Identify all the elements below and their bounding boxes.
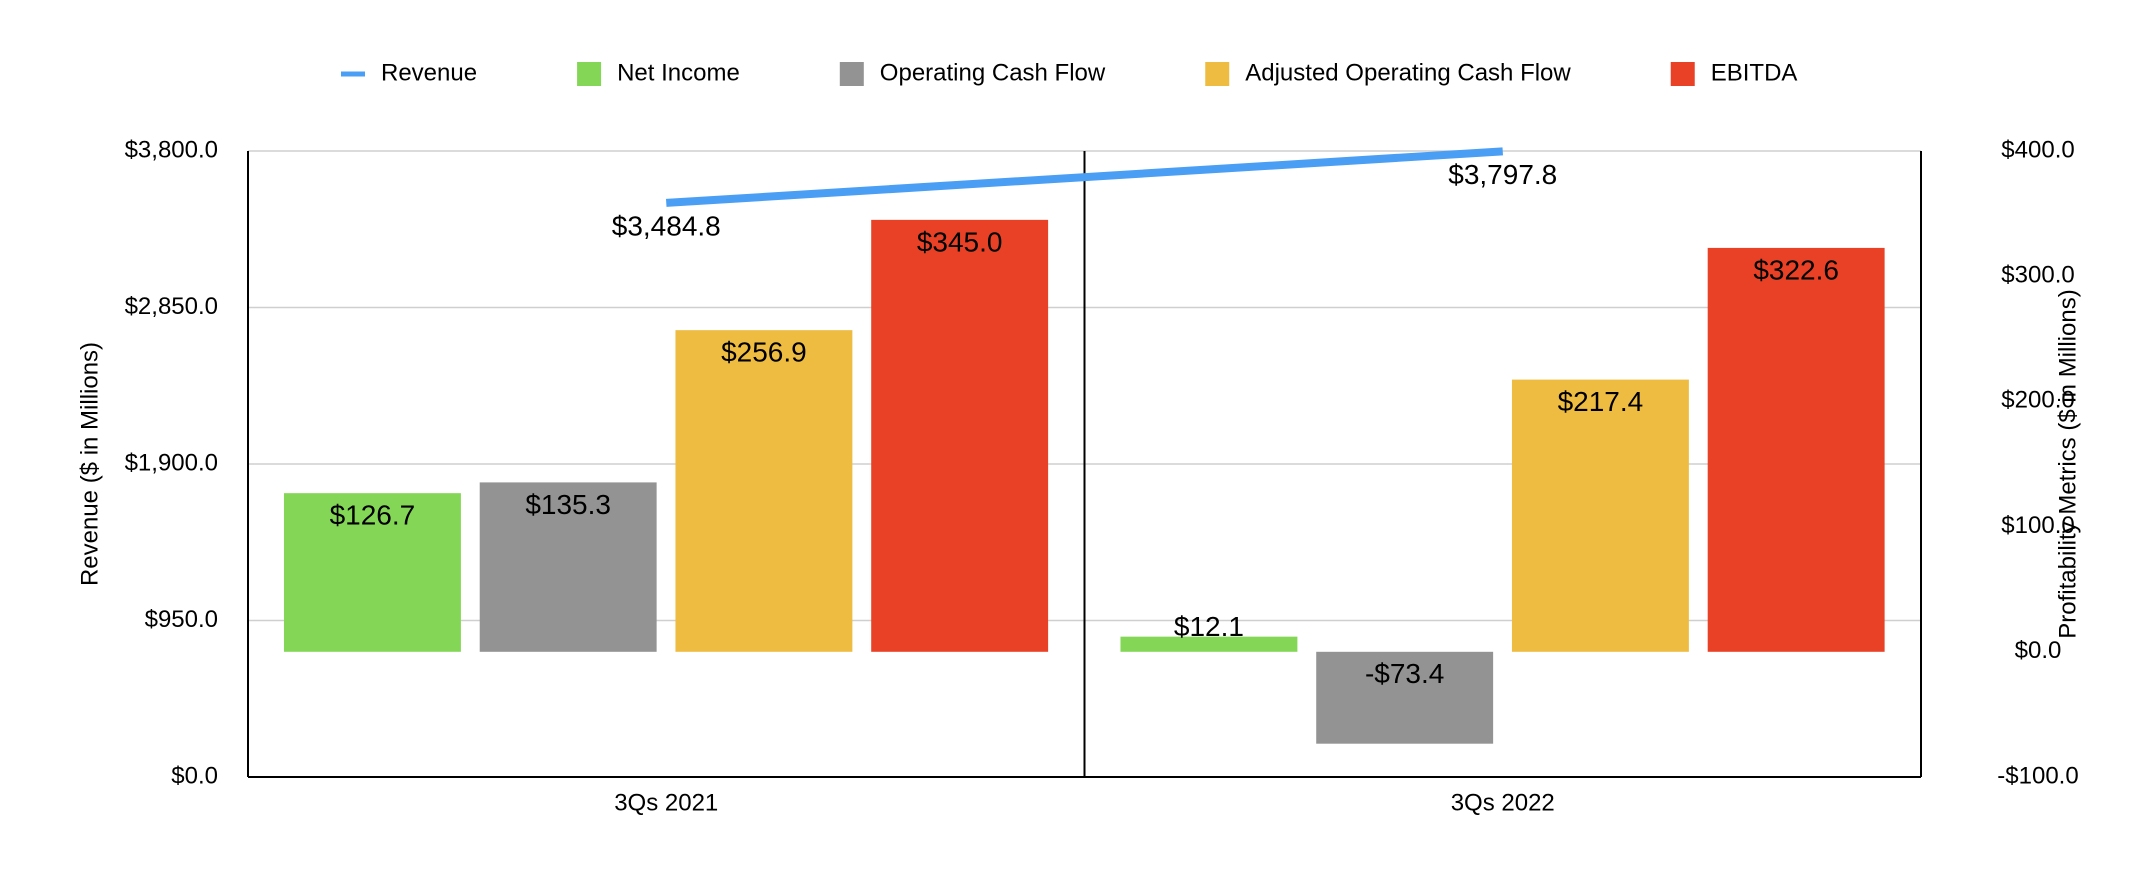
data-label: $322.6: [1753, 254, 1839, 285]
y-tick-label: $2,850.0: [125, 293, 218, 320]
y2-tick-label: $200.0: [2001, 387, 2074, 414]
data-label: $3,484.8: [612, 210, 721, 241]
bar: [1120, 636, 1298, 652]
bar: [871, 219, 1049, 652]
legend-label: Net Income: [617, 59, 740, 86]
x-tick-label: 3Qs 2021: [614, 789, 718, 816]
y-tick-label: $950.0: [145, 606, 218, 633]
bar: [1707, 247, 1885, 652]
line: [666, 147, 1503, 207]
legend-symbol: [1205, 62, 1230, 86]
legend-symbol: [839, 62, 864, 86]
bar: [1316, 651, 1494, 744]
y-tick-label: $1,900.0: [125, 449, 218, 476]
data-label: $345.0: [917, 226, 1003, 257]
y2-tick-label: $400.0: [2001, 136, 2074, 163]
data-label: $126.7: [330, 500, 416, 531]
data-label: $135.3: [525, 489, 611, 520]
data-label: $217.4: [1558, 386, 1644, 417]
bar: [283, 493, 461, 652]
y-tick-label: $3,800.0: [125, 136, 218, 163]
y-tick-label: $0.0: [171, 762, 218, 789]
y2-tick-label: $100.0: [2001, 512, 2074, 539]
y2-tick-label: $300.0: [2001, 262, 2074, 289]
legend-label: Operating Cash Flow: [880, 59, 1106, 86]
legend-label: Adjusted Operating Cash Flow: [1245, 59, 1571, 86]
y2-tick-label: $0.0: [2015, 637, 2062, 664]
bar: [479, 482, 657, 652]
legend-label: EBITDA: [1711, 59, 1798, 86]
x-tick-label: 3Qs 2022: [1451, 789, 1555, 816]
legend-symbol: [1670, 62, 1695, 86]
y2-axis-title: Profitability Metrics ($ in Millions): [2054, 289, 2081, 638]
data-label: $256.9: [721, 337, 807, 368]
bar: [675, 330, 853, 652]
data-label: -$73.4: [1365, 658, 1444, 689]
bar: [1511, 379, 1689, 652]
legend-label: Revenue: [381, 59, 477, 86]
y-axis-title: Revenue ($ in Millions): [76, 342, 103, 586]
data-label: $12.1: [1174, 611, 1244, 642]
y2-tick-label: -$100.0: [1997, 762, 2078, 789]
legend-symbol: [577, 62, 602, 86]
data-label: $3,797.8: [1448, 159, 1557, 190]
